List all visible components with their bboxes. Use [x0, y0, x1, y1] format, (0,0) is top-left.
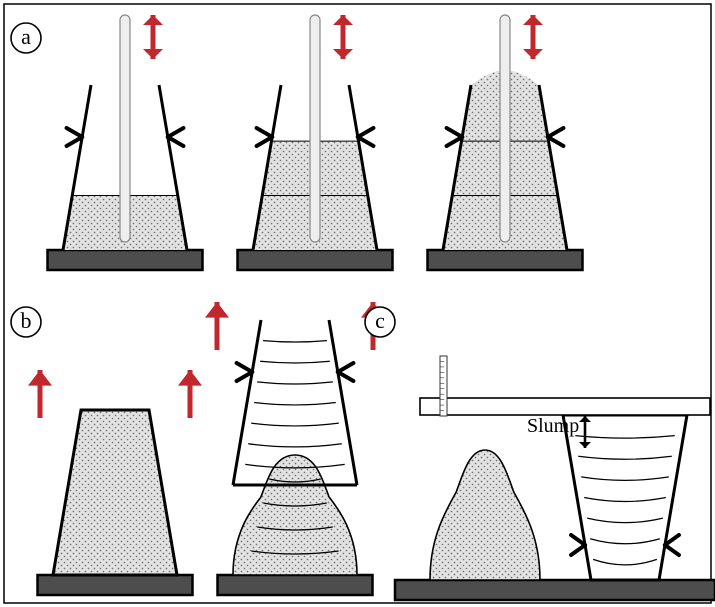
cone-handle — [338, 363, 354, 372]
tamping-rod — [500, 15, 510, 242]
panel-label-text: b — [21, 308, 32, 333]
tamping-rod — [120, 15, 130, 242]
slumped-concrete — [430, 450, 540, 580]
cone-inverted — [563, 415, 687, 580]
arrowhead-icon — [28, 370, 52, 386]
cone-handle — [358, 128, 374, 137]
concrete-full — [53, 410, 177, 575]
cone-handle — [67, 128, 83, 137]
cone-handle — [237, 363, 253, 372]
panel-label-text: c — [375, 308, 385, 333]
straightedge — [420, 398, 710, 415]
arrowhead-icon — [143, 15, 163, 25]
ruler-icon — [440, 356, 447, 416]
tamping-rod — [310, 15, 320, 242]
slump-label: Slump — [527, 415, 579, 437]
mold-base — [428, 250, 583, 270]
mold-base — [48, 250, 203, 270]
mold-base — [38, 575, 193, 595]
arrowhead-icon — [178, 370, 202, 386]
cone-handle — [257, 128, 273, 137]
arrowhead-icon — [143, 49, 163, 59]
arrowhead-icon — [205, 302, 229, 318]
arrowhead-icon — [333, 15, 353, 25]
panel-label-text: a — [21, 24, 31, 49]
cone-handle — [571, 545, 585, 555]
arrowhead-icon — [523, 49, 543, 59]
cone-handle — [168, 128, 184, 137]
mold-base — [395, 580, 715, 600]
cone-handle — [447, 128, 463, 137]
arrowhead-icon — [333, 49, 353, 59]
arrowhead-icon — [523, 15, 543, 25]
cone-handle — [548, 128, 564, 137]
mold-base — [218, 575, 373, 595]
mold-base — [238, 250, 393, 270]
cone-handle — [665, 545, 679, 555]
